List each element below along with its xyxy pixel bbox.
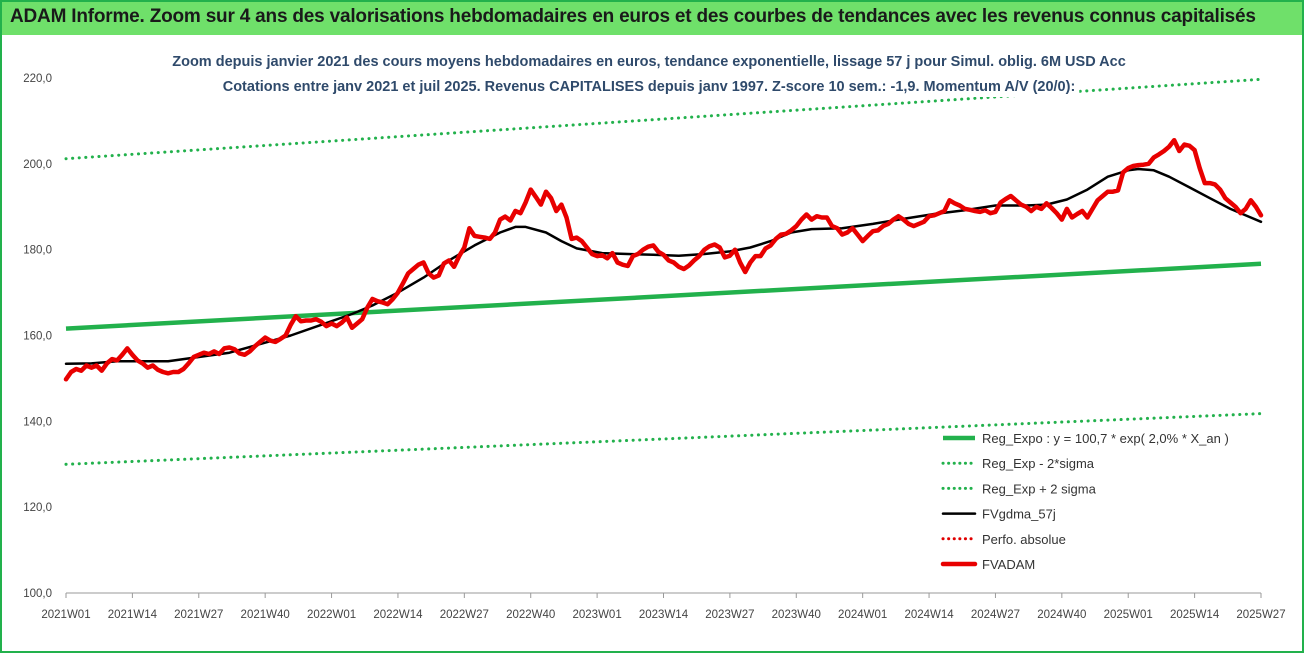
x-tick-label: 2022W14 <box>373 609 423 621</box>
x-tick-label: 2022W27 <box>440 609 489 621</box>
legend-label-3: FVgdma_57j <box>982 507 1056 522</box>
legend-label-1: Reg_Exp - 2*sigma <box>982 456 1095 471</box>
legend-label-2: Reg_Exp + 2 sigma <box>982 481 1097 496</box>
legend-label-0: Reg_Expo : y = 100,7 * exp( 2,0% * X_an … <box>982 431 1229 446</box>
subtitle-backdrop <box>218 77 1080 97</box>
x-tick-label: 2022W40 <box>506 609 555 621</box>
y-tick-label: 220,0 <box>23 73 52 85</box>
x-tick-label: 2023W01 <box>572 609 621 621</box>
x-tick-label: 2023W14 <box>639 609 689 621</box>
x-tick-label: 2023W40 <box>772 609 821 621</box>
legend-label-5: FVADAM <box>982 557 1035 572</box>
x-tick-label: 2021W40 <box>241 609 290 621</box>
y-tick-label: 200,0 <box>23 159 52 171</box>
y-tick-label: 140,0 <box>23 416 52 428</box>
legend-label-4: Perfo. absolue <box>982 532 1066 547</box>
x-tick-label: 2021W14 <box>108 609 158 621</box>
series-layer <box>63 77 1264 466</box>
x-tick-label: 2025W14 <box>1170 609 1220 621</box>
y-tick-label: 100,0 <box>23 588 52 600</box>
subtitle-backdrop <box>168 52 1130 72</box>
x-tick-label: 2023W27 <box>705 609 754 621</box>
x-tick-label: 2025W27 <box>1236 609 1285 621</box>
x-axis: 2021W01 2021W14 2021W27 2021W40 2022W01 2022W… <box>41 592 1286 621</box>
y-tick-label: 160,0 <box>23 331 52 343</box>
x-tick-label: 2024W14 <box>904 609 954 621</box>
x-tick-label: 2021W27 <box>174 609 223 621</box>
x-tick-label: 2024W40 <box>1037 609 1086 621</box>
chart-subtitle-line-2: Cotations entre janv 2021 et juil 2025. … <box>223 79 1076 95</box>
series-line-0 <box>65 261 1262 331</box>
legend: Reg_Expo : y = 100,7 * exp( 2,0% * X_an … <box>940 431 1229 572</box>
series-line-5 <box>63 137 1264 382</box>
x-tick-label: 2025W01 <box>1104 609 1153 621</box>
page-title: ADAM Informe. Zoom sur 4 ans des valoris… <box>10 6 1256 27</box>
chart-subtitle-line-1: Zoom depuis janvier 2021 des cours moyen… <box>172 54 1126 70</box>
x-tick-label: 2022W01 <box>307 609 356 621</box>
x-tick-label: 2024W27 <box>971 609 1020 621</box>
x-tick-label: 2024W01 <box>838 609 887 621</box>
y-axis: 220,0 200,0 180,0 160,0 140,0 120,0 100,0 <box>23 73 52 600</box>
series-line-1 <box>64 412 1263 466</box>
series-line-3 <box>64 167 1263 366</box>
y-tick-label: 180,0 <box>23 245 52 257</box>
header-bar: ADAM Informe. Zoom sur 4 ans des valoris… <box>2 2 1302 35</box>
x-tick-label: 2021W01 <box>41 609 90 621</box>
y-tick-label: 120,0 <box>23 502 52 514</box>
